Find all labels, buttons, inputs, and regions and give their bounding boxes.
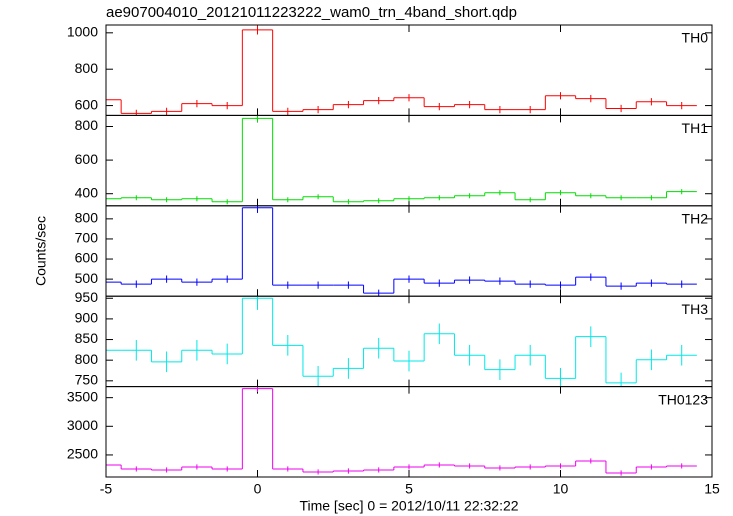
y-tick-label: 600	[75, 250, 99, 266]
chart-title: ae907004010_20121011223222_wam0_trn_4ban…	[106, 4, 517, 21]
y-tick-label: 900	[75, 310, 99, 326]
x-tick-label: -5	[100, 481, 113, 497]
y-tick-label: 2500	[67, 446, 98, 462]
x-tick-label: 0	[254, 481, 262, 497]
y-axis-label: Counts/sec	[33, 216, 49, 286]
panel-frame	[105, 386, 713, 478]
y-tick-label: 3500	[67, 388, 98, 404]
y-tick-label: 800	[75, 210, 99, 226]
x-tick-label: 15	[704, 481, 720, 497]
y-tick-label: 950	[75, 289, 99, 305]
panel-label: TH0123	[658, 391, 708, 407]
y-tick-label: 800	[75, 117, 99, 133]
y-tick-label: 700	[75, 230, 99, 246]
y-tick-label: 850	[75, 330, 99, 346]
panel-label: TH0	[682, 30, 709, 46]
y-tick-label: 800	[75, 60, 99, 76]
y-tick-label: 600	[75, 96, 99, 112]
y-tick-label: 3000	[67, 417, 98, 433]
panel-label: TH2	[682, 211, 709, 227]
x-tick-label: 10	[553, 481, 569, 497]
x-axis-label: Time [sec] 0 = 2012/10/11 22:32:22	[299, 498, 518, 514]
y-tick-label: 750	[75, 372, 99, 388]
y-tick-label: 600	[75, 151, 99, 167]
y-tick-label: 1000	[67, 24, 98, 40]
x-tick-label: 5	[405, 481, 413, 497]
y-tick-label: 500	[75, 270, 99, 286]
panel-label: TH3	[682, 301, 709, 317]
panel-label: TH1	[682, 120, 709, 136]
y-tick-label: 400	[75, 184, 99, 200]
panel-frame	[105, 114, 713, 207]
y-tick-label: 800	[75, 351, 99, 367]
